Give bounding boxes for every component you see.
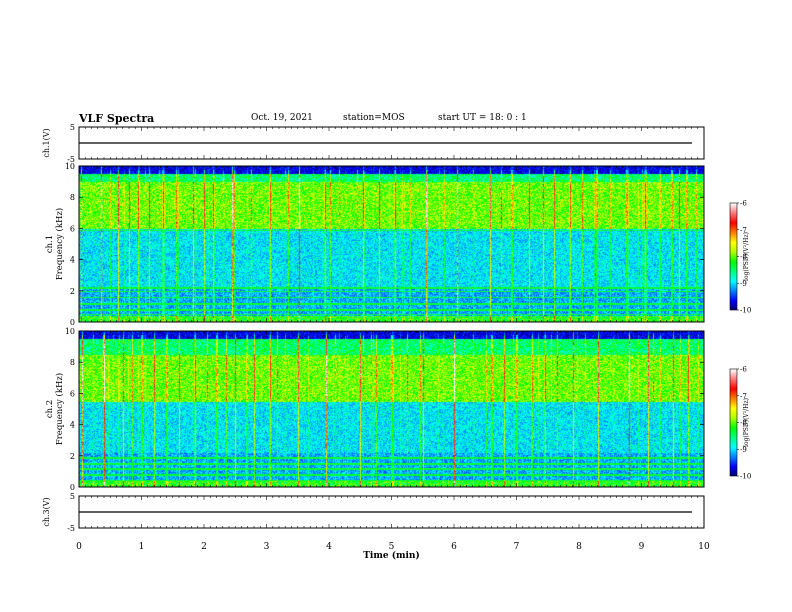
y-axis-label-line: ch.1 (45, 235, 55, 253)
y-axis-label-ch1-spectrogram: ch.1Frequency (kHz) (45, 208, 65, 280)
y-tick-label: 2 (70, 452, 75, 461)
y-tick-label: 0 (70, 318, 75, 327)
x-tick-label: 6 (451, 542, 457, 552)
x-tick-label: 9 (639, 542, 645, 552)
date-label: Oct. 19, 2021 (251, 113, 313, 123)
x-tick-label: 3 (264, 542, 270, 552)
colorbar-tick-label: -10 (740, 473, 751, 481)
x-tick-label: 1 (139, 542, 145, 552)
panel-frame-ch1-waveform (78, 126, 705, 160)
y-axis-label-line: Frequency (kHz) (54, 373, 65, 445)
colorbar-image-1 (730, 203, 737, 310)
y-axis-label-line: ch.2 (45, 400, 55, 418)
colorbar-tick-label: -8 (740, 419, 747, 427)
start-ut-label: start UT = 18: 0 : 1 (438, 113, 527, 123)
spectrogram-images (79, 166, 737, 487)
y-tick-label: 8 (70, 358, 75, 367)
spectrogram-image-ch2-spectrogram (79, 331, 704, 487)
y-axis-label-ch2-spectrogram: ch.2Frequency (kHz) (45, 373, 65, 445)
colorbar-label: log(PSD)(V²/Hz) (743, 398, 750, 447)
panel-frame-ch3-waveform (78, 495, 705, 529)
y-tick-label: 8 (70, 193, 75, 202)
x-tick-label: 7 (514, 542, 520, 552)
x-tick-label: 8 (576, 542, 582, 552)
colorbar-tick-label: -6 (740, 200, 747, 208)
colorbar-image-2 (730, 369, 737, 476)
x-tick-label: 0 (76, 542, 82, 552)
x-tick-label: 5 (389, 542, 395, 552)
colorbar-tick-label: -7 (740, 226, 747, 234)
spectrogram-image-ch1-spectrogram (79, 166, 704, 322)
y-axis-label-ch3-waveform: ch.3(V) (42, 497, 51, 526)
y-tick-label: -5 (67, 155, 75, 164)
colorbar-label: log(PSD)(V²/Hz) (743, 232, 750, 281)
y-tick-label: 10 (65, 162, 75, 171)
y-axis-label-line: Frequency (kHz) (54, 208, 65, 280)
colorbar-frame-2 (729, 368, 738, 477)
y-tick-label: 6 (70, 224, 75, 233)
figure-title: VLF Spectra (79, 112, 155, 125)
colorbar-frame-1 (729, 202, 738, 311)
x-tick-label: 4 (326, 542, 332, 552)
station-label: station=MOS (343, 113, 405, 123)
y-tick-label: 4 (70, 421, 75, 430)
y-tick-label: 5 (70, 492, 75, 501)
y-tick-label: 4 (70, 256, 75, 265)
y-tick-label: 2 (70, 287, 75, 296)
panel-frame-ch1-spectrogram (78, 165, 705, 323)
y-axis-label-ch1-waveform: ch.1(V) (42, 128, 51, 157)
y-tick-label: 10 (65, 327, 75, 336)
colorbar-tick-label: -6 (740, 366, 747, 374)
colorbar-tick-label: -9 (740, 280, 747, 288)
y-tick-label: 5 (70, 123, 75, 132)
y-tick-label: 0 (70, 483, 75, 492)
colorbar-tick-label: -10 (740, 307, 751, 315)
colorbar-tick-label: -8 (740, 253, 747, 261)
colorbar-tick-label: -7 (740, 392, 747, 400)
y-tick-label: 6 (70, 389, 75, 398)
y-tick-label: -5 (67, 524, 75, 533)
colorbar-tick-label: -9 (740, 446, 747, 454)
x-axis-label: Time (min) (363, 550, 420, 561)
x-tick-label: 10 (698, 542, 710, 552)
x-tick-label: 2 (201, 542, 207, 552)
panel-frame-ch2-spectrogram (78, 330, 705, 488)
panel-frames (78, 126, 738, 529)
